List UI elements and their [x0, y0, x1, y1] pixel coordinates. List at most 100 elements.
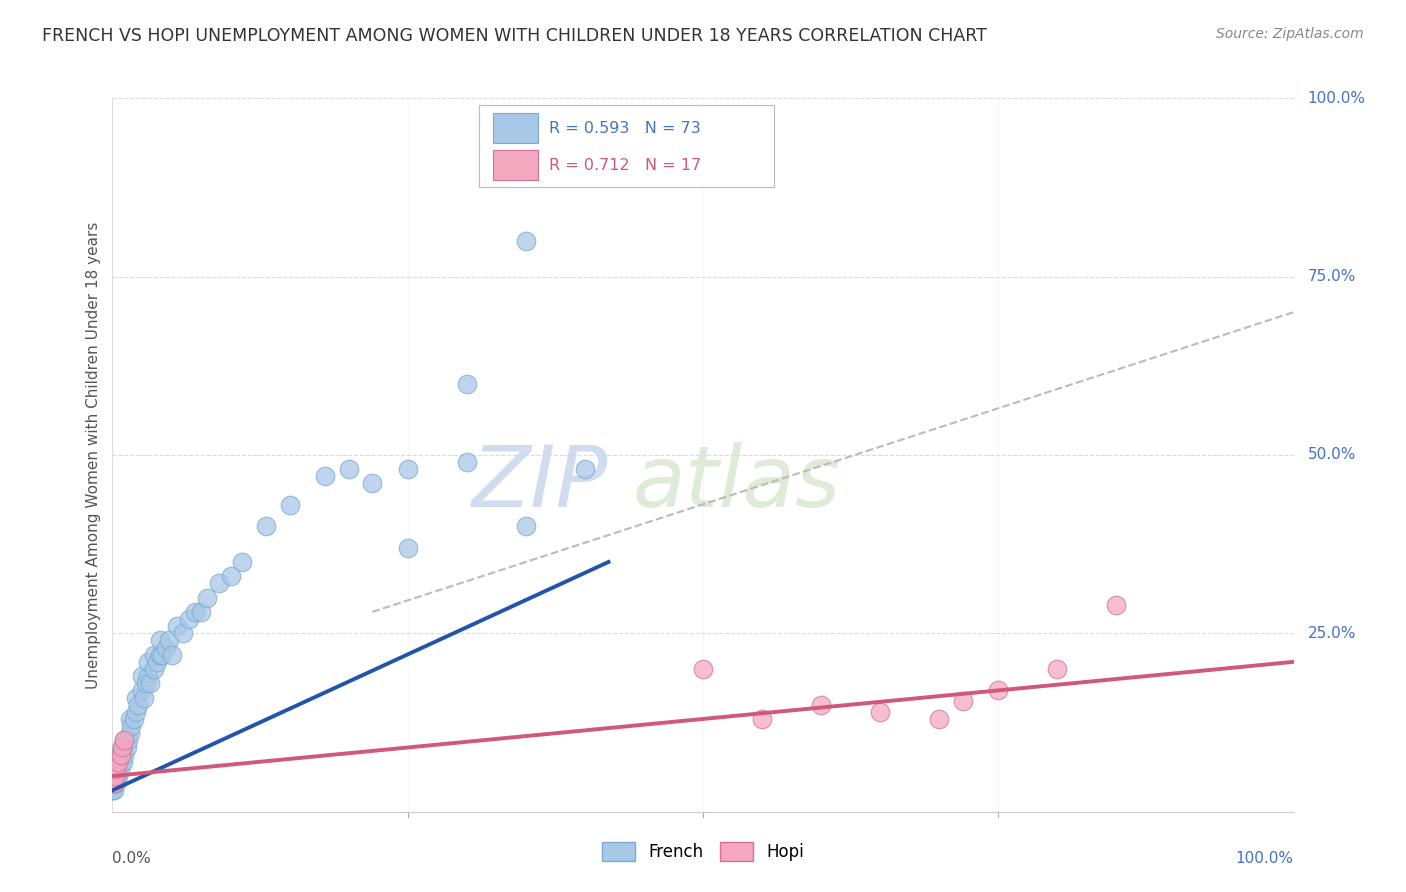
- Point: [810, 698, 832, 712]
- Point: [155, 640, 177, 655]
- Point: [105, 755, 128, 769]
- Y-axis label: Unemployment Among Women with Children Under 18 years: Unemployment Among Women with Children U…: [86, 221, 101, 689]
- Point: [166, 619, 188, 633]
- Text: 100.0%: 100.0%: [1308, 91, 1365, 105]
- Point: [337, 462, 360, 476]
- Point: [1046, 662, 1069, 676]
- Point: [120, 719, 142, 733]
- Point: [104, 776, 127, 790]
- Point: [574, 462, 596, 476]
- Point: [101, 783, 124, 797]
- Point: [125, 690, 148, 705]
- Text: R = 0.712   N = 17: R = 0.712 N = 17: [550, 158, 702, 173]
- Point: [111, 740, 134, 755]
- Text: 50.0%: 50.0%: [1308, 448, 1355, 462]
- Point: [110, 747, 132, 762]
- Point: [396, 462, 419, 476]
- Point: [928, 712, 950, 726]
- Point: [751, 712, 773, 726]
- Point: [869, 705, 891, 719]
- Point: [111, 747, 134, 762]
- Text: 0.0%: 0.0%: [112, 851, 152, 866]
- Point: [122, 712, 145, 726]
- FancyBboxPatch shape: [492, 150, 537, 180]
- Point: [456, 376, 478, 391]
- Point: [396, 541, 419, 555]
- Point: [149, 633, 172, 648]
- Point: [195, 591, 218, 605]
- Point: [103, 776, 125, 790]
- Text: R = 0.593   N = 73: R = 0.593 N = 73: [550, 120, 702, 136]
- Point: [105, 769, 128, 783]
- Text: 100.0%: 100.0%: [1236, 851, 1294, 866]
- Point: [117, 733, 139, 747]
- Point: [136, 669, 159, 683]
- Point: [101, 762, 124, 776]
- Point: [987, 683, 1010, 698]
- Point: [107, 769, 129, 783]
- Point: [108, 747, 131, 762]
- Point: [104, 769, 127, 783]
- FancyBboxPatch shape: [492, 113, 537, 143]
- Point: [146, 655, 169, 669]
- Point: [125, 705, 148, 719]
- Point: [179, 612, 201, 626]
- Point: [105, 762, 128, 776]
- Text: 25.0%: 25.0%: [1308, 626, 1355, 640]
- Point: [150, 648, 173, 662]
- Point: [172, 626, 194, 640]
- Point: [361, 476, 384, 491]
- Point: [149, 648, 172, 662]
- Point: [112, 755, 135, 769]
- Point: [127, 698, 149, 712]
- Point: [254, 519, 277, 533]
- Point: [107, 755, 129, 769]
- Point: [142, 662, 165, 676]
- FancyBboxPatch shape: [478, 105, 773, 187]
- Point: [515, 234, 537, 248]
- Point: [135, 676, 157, 690]
- Point: [103, 783, 125, 797]
- Point: [110, 755, 132, 769]
- Point: [120, 726, 142, 740]
- Point: [115, 740, 138, 755]
- Point: [101, 783, 124, 797]
- Point: [105, 776, 128, 790]
- Point: [108, 762, 131, 776]
- Point: [134, 690, 156, 705]
- Point: [136, 655, 159, 669]
- Point: [101, 776, 124, 790]
- Point: [103, 776, 125, 790]
- Point: [104, 762, 127, 776]
- Point: [1105, 598, 1128, 612]
- Point: [105, 762, 128, 776]
- Legend: French, Hopi: French, Hopi: [595, 835, 811, 868]
- Text: ZIP: ZIP: [472, 442, 609, 525]
- Point: [131, 683, 153, 698]
- Text: 75.0%: 75.0%: [1308, 269, 1355, 284]
- Point: [692, 662, 714, 676]
- Point: [278, 498, 301, 512]
- Point: [515, 519, 537, 533]
- Point: [139, 676, 162, 690]
- Point: [456, 455, 478, 469]
- Point: [160, 648, 183, 662]
- Point: [105, 769, 128, 783]
- Point: [314, 469, 336, 483]
- Point: [190, 605, 212, 619]
- Text: Source: ZipAtlas.com: Source: ZipAtlas.com: [1216, 27, 1364, 41]
- Point: [111, 740, 134, 755]
- Point: [131, 669, 153, 683]
- Point: [157, 633, 180, 648]
- Point: [142, 648, 165, 662]
- Text: FRENCH VS HOPI UNEMPLOYMENT AMONG WOMEN WITH CHILDREN UNDER 18 YEARS CORRELATION: FRENCH VS HOPI UNEMPLOYMENT AMONG WOMEN …: [42, 27, 987, 45]
- Point: [184, 605, 207, 619]
- Point: [107, 755, 129, 769]
- Point: [103, 769, 125, 783]
- Point: [120, 712, 142, 726]
- Point: [101, 776, 124, 790]
- Point: [208, 576, 231, 591]
- Point: [231, 555, 253, 569]
- Point: [112, 747, 135, 762]
- Point: [952, 694, 974, 708]
